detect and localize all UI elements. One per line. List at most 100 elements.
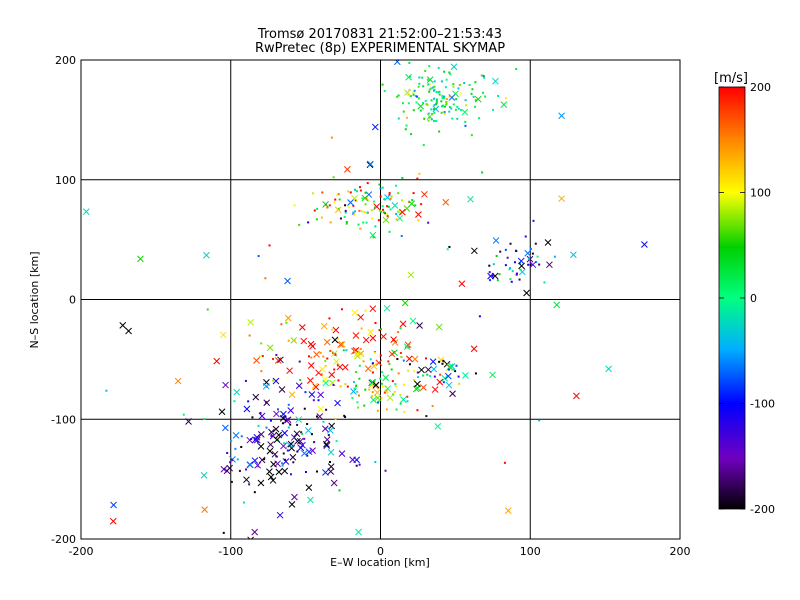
data-point-dot <box>418 82 421 85</box>
data-point-cross <box>382 374 390 382</box>
data-point-dot <box>445 102 448 105</box>
data-point-cross <box>517 257 525 265</box>
data-point-dot <box>261 354 264 357</box>
data-point-dot <box>289 473 292 476</box>
data-point-dot <box>229 461 232 464</box>
data-point-dot <box>364 309 367 312</box>
data-point-dot <box>448 95 451 98</box>
data-point-cross <box>384 194 391 201</box>
data-point-dot <box>312 399 315 402</box>
data-point-dot <box>358 209 361 212</box>
data-point-dot <box>514 249 517 252</box>
data-point-dot <box>457 107 460 110</box>
data-point-dot <box>332 383 335 386</box>
data-point-dot <box>415 101 418 104</box>
data-point-dot <box>364 388 367 391</box>
data-point-cross <box>362 336 370 344</box>
data-point-dot <box>438 360 441 363</box>
data-point-cross <box>399 208 406 216</box>
data-point-cross <box>372 381 380 389</box>
data-point-dot <box>395 212 398 215</box>
data-point-cross <box>323 440 330 448</box>
data-point-dot <box>260 342 263 345</box>
data-point-dot <box>483 76 486 79</box>
data-point-cross <box>323 338 331 346</box>
data-point-cross <box>174 377 182 385</box>
data-point-cross <box>271 450 279 458</box>
data-point-dot <box>482 75 485 78</box>
data-point-dot <box>420 203 423 206</box>
data-point-dot <box>529 247 532 250</box>
data-point-dot <box>339 217 342 220</box>
data-point-dot <box>357 394 360 397</box>
data-point-cross <box>328 371 336 379</box>
data-point-dot <box>481 171 484 174</box>
data-point-dot <box>382 211 385 214</box>
data-point-cross <box>374 394 382 402</box>
data-point-cross <box>462 371 469 379</box>
data-point-dot <box>444 86 447 89</box>
data-point-dot <box>474 372 477 375</box>
data-point-dot <box>503 461 506 464</box>
data-point-dot <box>527 257 530 260</box>
data-point-dot <box>231 459 234 462</box>
data-point-dot <box>458 382 461 385</box>
data-point-cross <box>429 358 437 365</box>
data-point-dot <box>257 255 260 258</box>
data-point-dot <box>459 92 462 95</box>
data-point-dot <box>401 177 404 180</box>
data-point-dot <box>506 256 509 259</box>
data-point-dot <box>411 199 414 202</box>
data-point-cross <box>529 261 537 269</box>
data-point-dot <box>328 317 331 320</box>
data-point-dot <box>527 263 530 266</box>
data-point-cross <box>523 289 530 297</box>
data-point-dot <box>509 278 512 281</box>
data-point-cross <box>420 384 427 391</box>
data-point-cross <box>492 77 499 85</box>
data-point-dot <box>397 192 400 195</box>
data-point-dot <box>230 480 233 483</box>
data-point-dot <box>460 109 463 112</box>
data-point-dot <box>414 95 417 98</box>
data-point-dot <box>383 391 386 394</box>
data-point-dot <box>330 136 333 139</box>
data-point-dot <box>392 393 395 396</box>
data-point-cross <box>201 506 208 513</box>
data-point-dot <box>397 331 400 334</box>
data-point-dot <box>301 432 304 435</box>
data-point-dot <box>458 83 461 86</box>
data-point-cross <box>458 280 466 288</box>
data-point-dot <box>442 359 445 362</box>
data-point-cross <box>300 450 308 457</box>
data-point-cross <box>373 389 381 396</box>
data-point-dot <box>315 415 318 418</box>
data-point-dot <box>449 73 452 76</box>
data-point-dot <box>534 242 537 245</box>
data-point-dot <box>538 419 541 422</box>
data-point-cross <box>504 507 512 515</box>
data-point-dot <box>336 194 339 197</box>
data-point-dot <box>412 92 415 95</box>
data-point-cross <box>299 441 306 449</box>
data-point-cross <box>272 425 280 433</box>
data-point-dot <box>386 391 389 394</box>
data-point-cross <box>258 412 266 420</box>
data-point-dot <box>435 90 438 93</box>
data-point-dot <box>364 191 367 194</box>
axes: -200 -100 0 100 200 -200 -100 0 100 200 <box>51 54 690 558</box>
data-point-dot <box>285 321 288 324</box>
data-point-dot <box>435 103 438 106</box>
data-point-cross <box>470 345 478 353</box>
data-point-dot <box>253 491 256 494</box>
data-point-dot <box>438 93 441 96</box>
data-point-cross <box>305 484 313 491</box>
data-point-cross <box>82 208 90 215</box>
data-point-cross <box>605 365 613 373</box>
data-point-cross <box>137 255 144 263</box>
data-point-dot <box>383 198 386 201</box>
data-point-dot <box>437 66 440 69</box>
data-point-dot <box>452 368 455 371</box>
data-point-cross <box>253 433 261 441</box>
data-point-dot <box>435 101 438 104</box>
